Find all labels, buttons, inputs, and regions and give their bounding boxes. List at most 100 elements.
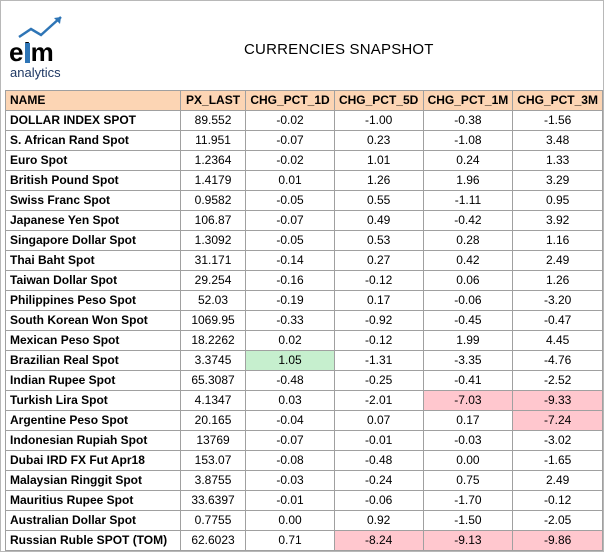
column-header-px-last: PX_LAST xyxy=(179,90,247,111)
cell-chg-3m: 3.92 xyxy=(512,210,603,231)
table-row: Brazilian Real Spot 3.3745 1.05 -1.31 -3.35-… xyxy=(5,350,603,371)
cell-chg-5d: 0.92 xyxy=(333,510,424,531)
cell-name: Japanese Yen Spot xyxy=(5,210,181,231)
cell-px-last: 89.552 xyxy=(179,110,247,131)
cell-chg-5d: 0.55 xyxy=(333,190,424,211)
cell-chg-5d: -0.48 xyxy=(333,450,424,471)
cell-chg-5d: 0.23 xyxy=(333,130,424,151)
cell-chg-1m: -7.03 xyxy=(422,390,514,411)
table-row: Malaysian Ringgit Spot 3.8755 -0.03 -0.24 0.… xyxy=(5,470,603,491)
cell-chg-3m: 1.33 xyxy=(512,150,603,171)
cell-name: Russian Ruble SPOT (TOM) xyxy=(5,530,181,551)
cell-px-last: 13769 xyxy=(179,430,247,451)
cell-chg-1m: 0.17 xyxy=(422,410,514,431)
cell-chg-5d: -0.01 xyxy=(333,430,424,451)
cell-chg-1d: -0.07 xyxy=(245,130,335,151)
cell-chg-5d: -0.25 xyxy=(333,370,424,391)
cell-chg-1m: 0.28 xyxy=(422,230,514,251)
cell-chg-1m: -1.08 xyxy=(422,130,514,151)
cell-px-last: 11.951 xyxy=(179,130,247,151)
cell-chg-3m: -7.24 xyxy=(512,410,603,431)
table-row: Indonesian Rupiah Spot 13769 -0.07 -0.01 -0.… xyxy=(5,430,603,451)
cell-chg-1m: -1.70 xyxy=(422,490,514,511)
cell-chg-1d: -0.05 xyxy=(245,230,335,251)
logo-bar xyxy=(25,43,30,63)
cell-chg-5d: -0.12 xyxy=(333,270,424,291)
cell-chg-5d: -8.24 xyxy=(333,530,424,551)
cell-name: Taiwan Dollar Spot xyxy=(5,270,181,291)
cell-chg-3m: 2.49 xyxy=(512,250,603,271)
cell-name: Philippines Peso Spot xyxy=(5,290,181,311)
cell-chg-5d: -0.12 xyxy=(333,330,424,351)
cell-chg-1d: -0.01 xyxy=(245,490,335,511)
cell-chg-1m: -0.03 xyxy=(422,430,514,451)
cell-name: Swiss Franc Spot xyxy=(5,190,181,211)
cell-chg-1d: -0.33 xyxy=(245,310,335,331)
cell-chg-3m: -3.02 xyxy=(512,430,603,451)
column-header-chg-1m: CHG_PCT_1M xyxy=(422,90,514,111)
table-row: Russian Ruble SPOT (TOM) 62.6023 0.71 -8.24… xyxy=(5,530,603,551)
cell-chg-5d: 0.27 xyxy=(333,250,424,271)
cell-name: Singapore Dollar Spot xyxy=(5,230,181,251)
cell-chg-3m: -1.65 xyxy=(512,450,603,471)
currencies-table: NAME PX_LAST CHG_PCT_1D CHG_PCT_5D CHG_P… xyxy=(5,90,603,551)
cell-chg-1d: -0.16 xyxy=(245,270,335,291)
table-row: Dubai IRD FX Fut Apr18 153.07 -0.08 -0.48 0.… xyxy=(5,450,603,471)
table-row: Swiss Franc Spot 0.9582 -0.05 0.55 -1.11 0.95 xyxy=(5,190,603,211)
page-title: CURRENCIES SNAPSHOT xyxy=(244,41,434,58)
cell-chg-5d: 1.26 xyxy=(333,170,424,191)
table-row: British Pound Spot 1.4179 0.01 1.26 1.96 3.29 xyxy=(5,170,603,191)
cell-px-last: 1.3092 xyxy=(179,230,247,251)
cell-chg-1d: 0.01 xyxy=(245,170,335,191)
cell-chg-1d: -0.07 xyxy=(245,430,335,451)
elm-analytics-logo: elm analytics xyxy=(9,16,62,80)
column-header-chg-1d: CHG_PCT_1D xyxy=(245,90,335,111)
cell-chg-3m: 1.16 xyxy=(512,230,603,251)
cell-chg-3m: -4.76 xyxy=(512,350,603,371)
cell-chg-1d: -0.02 xyxy=(245,150,335,171)
cell-chg-3m: -2.05 xyxy=(512,510,603,531)
cell-chg-3m: -0.12 xyxy=(512,490,603,511)
cell-name: Argentine Peso Spot xyxy=(5,410,181,431)
logo-text-top: elm xyxy=(9,37,54,67)
logo-text-bottom: analytics xyxy=(10,65,61,80)
cell-px-last: 106.87 xyxy=(179,210,247,231)
cell-chg-1m: 1.96 xyxy=(422,170,514,191)
cell-chg-5d: 1.01 xyxy=(333,150,424,171)
table-row: Singapore Dollar Spot 1.3092 -0.05 0.53 0.28… xyxy=(5,230,603,251)
cell-chg-1m: 0.24 xyxy=(422,150,514,171)
cell-chg-3m: 4.45 xyxy=(512,330,603,351)
cell-chg-1m: -3.35 xyxy=(422,350,514,371)
table-row: S. African Rand Spot 11.951 -0.07 0.23 -1.08… xyxy=(5,130,603,151)
cell-chg-1m: -0.45 xyxy=(422,310,514,331)
cell-name: South Korean Won Spot xyxy=(5,310,181,331)
cell-chg-1d: -0.05 xyxy=(245,190,335,211)
cell-chg-3m: 2.49 xyxy=(512,470,603,491)
cell-name: Malaysian Ringgit Spot xyxy=(5,470,181,491)
sheet-header: elm analytics CURRENCIES SNAPSHOT xyxy=(1,1,603,89)
cell-px-last: 1.2364 xyxy=(179,150,247,171)
cell-px-last: 65.3087 xyxy=(179,370,247,391)
cell-px-last: 62.6023 xyxy=(179,530,247,551)
cell-px-last: 52.03 xyxy=(179,290,247,311)
cell-chg-1d: -0.19 xyxy=(245,290,335,311)
cell-px-last: 0.7755 xyxy=(179,510,247,531)
cell-chg-3m: -9.33 xyxy=(512,390,603,411)
cell-chg-1d: 0.02 xyxy=(245,330,335,351)
cell-chg-5d: -1.31 xyxy=(333,350,424,371)
cell-name: Mexican Peso Spot xyxy=(5,330,181,351)
table-row: DOLLAR INDEX SPOT 89.552 -0.02 -1.00 -0.38 -1… xyxy=(5,110,603,131)
cell-chg-3m: 0.95 xyxy=(512,190,603,211)
cell-chg-3m: -9.86 xyxy=(512,530,603,551)
table-row: Australian Dollar Spot 0.7755 0.00 0.92 -1.5… xyxy=(5,510,603,531)
cell-chg-3m: 1.26 xyxy=(512,270,603,291)
cell-name: Australian Dollar Spot xyxy=(5,510,181,531)
cell-chg-1d: -0.07 xyxy=(245,210,335,231)
cell-name: Mauritius Rupee Spot xyxy=(5,490,181,511)
cell-chg-3m: -1.56 xyxy=(512,110,603,131)
cell-chg-5d: 0.07 xyxy=(333,410,424,431)
arrow-head-icon xyxy=(54,17,61,24)
cell-px-last: 1069.95 xyxy=(179,310,247,331)
cell-chg-3m: -2.52 xyxy=(512,370,603,391)
cell-chg-1m: -0.38 xyxy=(422,110,514,131)
